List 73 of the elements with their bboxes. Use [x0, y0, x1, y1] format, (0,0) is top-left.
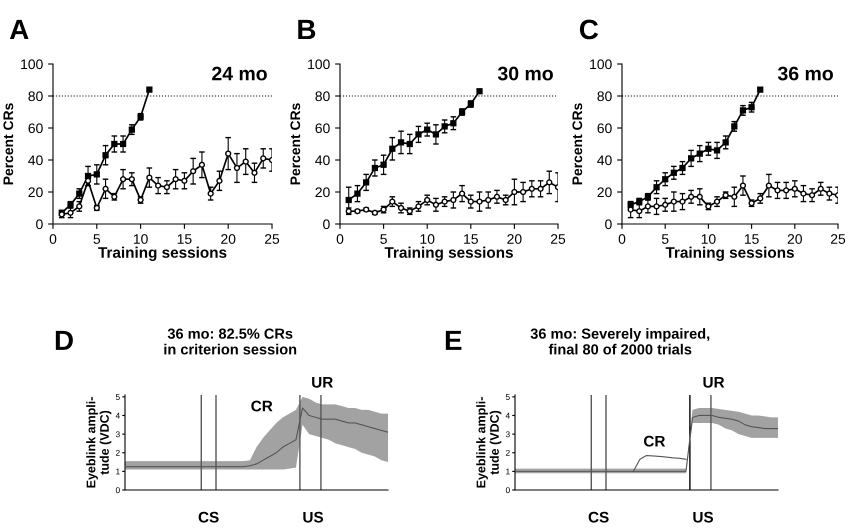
- chart-subtitle: 36 mo: 82.5% CRs in criterion session: [164, 328, 296, 355]
- y-tick-label: 3: [506, 431, 510, 438]
- x-tick-label: 0: [618, 234, 626, 244]
- y-tick-label: 80: [315, 91, 330, 102]
- y-tick-label: 100: [590, 59, 612, 70]
- x-axis-title: Training sessions: [384, 246, 513, 261]
- text: CS: [588, 512, 609, 523]
- y-tick-label: 20: [316, 187, 330, 198]
- annotation: CR: [251, 400, 272, 412]
- y-tick-label: 1: [116, 468, 120, 474]
- x-tick-label: 25: [550, 234, 566, 244]
- annotation: 30 mo: [498, 66, 553, 80]
- y-tick-label: 40: [597, 155, 612, 166]
- y-tick-label: 60: [28, 123, 43, 134]
- chart-title: E: [446, 330, 462, 350]
- y-axis-title: Percent CRs: [572, 103, 582, 184]
- y-tick-label: 2: [506, 450, 510, 456]
- y-tick-label: 4: [116, 412, 120, 419]
- chart-title: A: [10, 20, 29, 40]
- y-axis-title: Eyeblink ampli- tude (VDC): [476, 397, 502, 488]
- chart-title: B: [298, 20, 316, 40]
- chart-title: D: [56, 330, 73, 350]
- y-tick-label: 0: [605, 219, 612, 230]
- x-tick-label: 25: [264, 234, 280, 244]
- y-tick-label: 4: [506, 412, 510, 419]
- y-tick-label: 100: [308, 59, 330, 70]
- text: US: [303, 512, 324, 523]
- y-tick-label: 40: [315, 155, 330, 166]
- x-tick-label: 0: [50, 234, 56, 244]
- y-tick-label: 0: [116, 487, 120, 494]
- x-tick-label: 10: [420, 234, 434, 244]
- y-tick-label: 80: [28, 91, 43, 102]
- y-tick-label: 60: [316, 123, 330, 134]
- x-tick-label: 5: [662, 234, 668, 244]
- y-tick-label: 0: [36, 219, 43, 230]
- x-tick-label: 25: [830, 234, 846, 244]
- x-tick-label: 10: [134, 234, 148, 244]
- x-tick-label: 5: [380, 234, 387, 244]
- y-axis-title: Percent CRs: [290, 103, 300, 184]
- y-tick-label: 1: [506, 468, 510, 474]
- x-axis-title: Training sessions: [666, 246, 794, 261]
- x-tick-label: 20: [221, 234, 236, 244]
- annotation: 36 mo: [778, 66, 833, 80]
- text: CS: [198, 512, 219, 523]
- x-tick-label: 15: [744, 234, 759, 244]
- chart-subtitle: 36 mo: Severely impaired, final 80 of 2000 trials: [530, 328, 710, 355]
- x-tick-label: 0: [336, 234, 344, 244]
- text: UR: [703, 377, 724, 388]
- y-axis-title: Eyeblink ampli- tude (VDC): [86, 397, 112, 488]
- y-tick-label: 60: [598, 123, 612, 134]
- text: US: [693, 512, 714, 523]
- chart-title: C: [580, 20, 598, 40]
- y-tick-label: 0: [323, 219, 330, 230]
- x-tick-label: 15: [464, 234, 478, 244]
- y-tick-label: 100: [21, 59, 43, 70]
- annotation: CR: [644, 436, 666, 447]
- y-tick-label: 40: [28, 155, 43, 166]
- x-tick-label: 20: [788, 234, 802, 244]
- x-tick-label: 5: [93, 234, 100, 244]
- y-tick-label: 20: [28, 187, 43, 198]
- y-tick-label: 3: [116, 431, 120, 438]
- y-tick-label: 80: [597, 91, 612, 102]
- annotation: 24 mo: [212, 66, 267, 80]
- y-tick-label: 5: [506, 394, 510, 400]
- text: UR: [312, 377, 333, 388]
- y-axis-title: Percent CRs: [3, 103, 14, 184]
- y-tick-label: 5: [116, 394, 120, 400]
- x-tick-label: 15: [178, 234, 192, 244]
- x-tick-label: 10: [702, 234, 716, 244]
- y-tick-label: 2: [116, 450, 120, 456]
- y-tick-label: 20: [598, 187, 612, 198]
- x-axis-title: Training sessions: [98, 246, 226, 261]
- y-tick-label: 0: [506, 487, 510, 494]
